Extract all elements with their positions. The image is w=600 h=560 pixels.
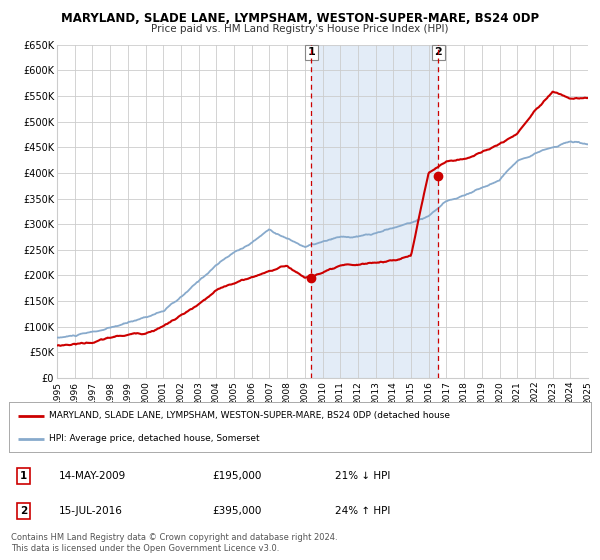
- Text: £195,000: £195,000: [212, 471, 262, 481]
- Text: 1: 1: [20, 471, 27, 481]
- Text: 21% ↓ HPI: 21% ↓ HPI: [335, 471, 390, 481]
- Text: 24% ↑ HPI: 24% ↑ HPI: [335, 506, 390, 516]
- Text: £395,000: £395,000: [212, 506, 262, 516]
- Bar: [311, 45, 438, 378]
- Text: 2: 2: [20, 506, 27, 516]
- Text: 2: 2: [434, 48, 442, 58]
- Text: MARYLAND, SLADE LANE, LYMPSHAM, WESTON-SUPER-MARE, BS24 0DP: MARYLAND, SLADE LANE, LYMPSHAM, WESTON-S…: [61, 12, 539, 25]
- Text: 15-JUL-2016: 15-JUL-2016: [58, 506, 122, 516]
- Text: HPI: Average price, detached house, Somerset: HPI: Average price, detached house, Some…: [49, 435, 259, 444]
- Text: Price paid vs. HM Land Registry's House Price Index (HPI): Price paid vs. HM Land Registry's House …: [151, 24, 449, 34]
- Text: 1: 1: [307, 48, 315, 58]
- Text: MARYLAND, SLADE LANE, LYMPSHAM, WESTON-SUPER-MARE, BS24 0DP (detached house: MARYLAND, SLADE LANE, LYMPSHAM, WESTON-S…: [49, 411, 449, 420]
- Text: 14-MAY-2009: 14-MAY-2009: [58, 471, 126, 481]
- Text: Contains HM Land Registry data © Crown copyright and database right 2024.
This d: Contains HM Land Registry data © Crown c…: [11, 533, 337, 553]
